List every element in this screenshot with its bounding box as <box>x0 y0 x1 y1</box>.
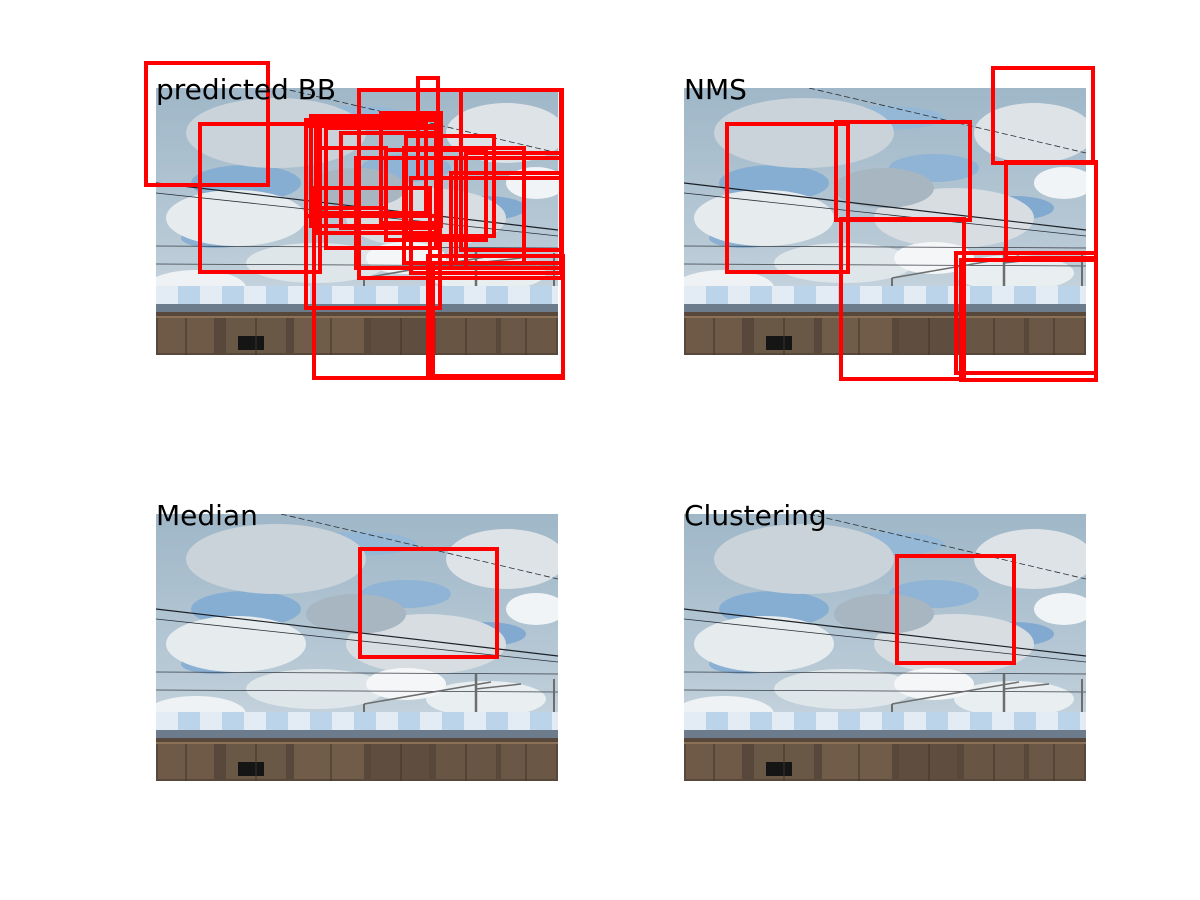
bounding-box <box>1004 160 1098 260</box>
panel-title: predicted BB <box>156 73 337 106</box>
bounding-box <box>358 547 499 659</box>
median-boxes <box>358 547 499 659</box>
bounding-box <box>834 120 972 222</box>
bounding-box <box>459 88 563 252</box>
panel-title: NMS <box>684 73 747 106</box>
bounding-box <box>725 122 850 274</box>
panel-predicted-bb: predicted BB <box>144 61 565 380</box>
predicted-boxes <box>144 61 565 380</box>
panel-title: Median <box>156 499 258 532</box>
bounding-box <box>339 131 438 230</box>
clustering-boxes <box>895 554 1016 665</box>
bounding-box-group <box>358 547 499 659</box>
panel-median: Median <box>156 502 558 781</box>
bounding-box <box>409 176 563 275</box>
bounding-box <box>959 258 1098 382</box>
bounding-box <box>198 122 322 274</box>
bounding-box-group <box>144 61 565 380</box>
nms-boxes <box>725 66 1098 382</box>
bounding-box <box>312 186 432 380</box>
bounding-box <box>954 251 1098 375</box>
bounding-box-group <box>895 554 1016 665</box>
bounding-box <box>314 146 388 210</box>
panel-nms: NMS <box>684 66 1098 382</box>
bounding-box-group <box>725 66 1098 382</box>
bounding-box <box>431 261 565 380</box>
bounding-box <box>991 66 1095 165</box>
bounding-box <box>464 151 563 265</box>
panel-title: Clustering <box>684 499 827 532</box>
bounding-box <box>839 217 966 381</box>
bounding-box <box>379 111 443 225</box>
bounding-box <box>895 554 1016 665</box>
panel-clustering: Clustering <box>684 502 1086 781</box>
